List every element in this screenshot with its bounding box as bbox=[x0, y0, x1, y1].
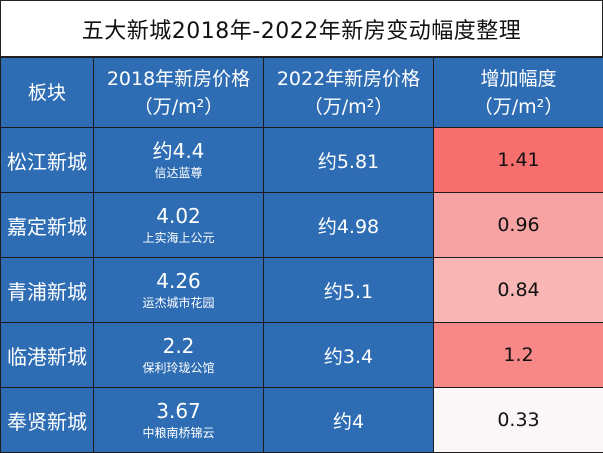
price-table: 板块 2018年新房价格 （万/m²） 2022年新房价格 （万/m²） 增加幅… bbox=[0, 57, 603, 453]
table-row: 奉贤新城 3.67 中粮南桥锦云 约4 0.33 bbox=[0, 387, 603, 453]
header-price-2022-line1: 2022年新房价格 bbox=[276, 67, 421, 90]
price-2022-value: 约5.81 bbox=[263, 127, 434, 193]
price-2018-value: 4.26 bbox=[156, 269, 201, 293]
increase-value: 1.2 bbox=[433, 322, 603, 388]
price-2018-value: 3.67 bbox=[156, 399, 201, 423]
price-2018-value: 约4.4 bbox=[152, 139, 205, 163]
price-2022-value: 约4 bbox=[263, 387, 434, 453]
reference-project: 运杰城市花园 bbox=[142, 296, 215, 310]
header-increase: 增加幅度 （万/m²） bbox=[433, 57, 603, 128]
header-price-2022: 2022年新房价格 （万/m²） bbox=[263, 57, 434, 128]
price-2018-cell: 4.02 上实海上公元 bbox=[93, 192, 264, 258]
price-2022-value: 约4.98 bbox=[263, 192, 434, 258]
header-increase-line1: 增加幅度 bbox=[480, 67, 557, 90]
table-title: 五大新城2018年-2022年新房变动幅度整理 bbox=[0, 0, 603, 57]
district-name: 青浦新城 bbox=[0, 257, 94, 323]
header-price-2018-unit: （万/m²） bbox=[133, 95, 224, 118]
reference-project: 保利玲珑公馆 bbox=[142, 361, 215, 375]
header-price-2022-unit: （万/m²） bbox=[303, 95, 394, 118]
increase-value: 1.41 bbox=[433, 127, 603, 193]
table-row: 临港新城 2.2 保利玲珑公馆 约3.4 1.2 bbox=[0, 322, 603, 388]
price-2018-cell: 2.2 保利玲珑公馆 bbox=[93, 322, 264, 388]
price-2018-cell: 4.26 运杰城市花园 bbox=[93, 257, 264, 323]
increase-value: 0.33 bbox=[433, 387, 603, 453]
district-name: 嘉定新城 bbox=[0, 192, 94, 258]
price-2018-cell: 3.67 中粮南桥锦云 bbox=[93, 387, 264, 453]
reference-project: 信达蓝尊 bbox=[154, 166, 203, 180]
table-row: 青浦新城 4.26 运杰城市花园 约5.1 0.84 bbox=[0, 257, 603, 323]
header-price-2018: 2018年新房价格 （万/m²） bbox=[93, 57, 264, 128]
table-row: 松江新城 约4.4 信达蓝尊 约5.81 1.41 bbox=[0, 127, 603, 193]
increase-value: 0.96 bbox=[433, 192, 603, 258]
increase-value: 0.84 bbox=[433, 257, 603, 323]
price-2018-value: 2.2 bbox=[162, 334, 195, 358]
price-2022-value: 约5.1 bbox=[263, 257, 434, 323]
district-name: 奉贤新城 bbox=[0, 387, 94, 453]
header-increase-unit: （万/m²） bbox=[473, 95, 564, 118]
header-price-2018-line1: 2018年新房价格 bbox=[106, 67, 251, 90]
header-district: 板块 bbox=[0, 57, 94, 128]
price-2018-value: 4.02 bbox=[156, 204, 201, 228]
reference-project: 上实海上公元 bbox=[142, 231, 215, 245]
header-row: 板块 2018年新房价格 （万/m²） 2022年新房价格 （万/m²） 增加幅… bbox=[0, 57, 603, 128]
district-name: 松江新城 bbox=[0, 127, 94, 193]
table-row: 嘉定新城 4.02 上实海上公元 约4.98 0.96 bbox=[0, 192, 603, 258]
district-name: 临港新城 bbox=[0, 322, 94, 388]
price-2022-value: 约3.4 bbox=[263, 322, 434, 388]
price-2018-cell: 约4.4 信达蓝尊 bbox=[93, 127, 264, 193]
reference-project: 中粮南桥锦云 bbox=[142, 426, 215, 440]
